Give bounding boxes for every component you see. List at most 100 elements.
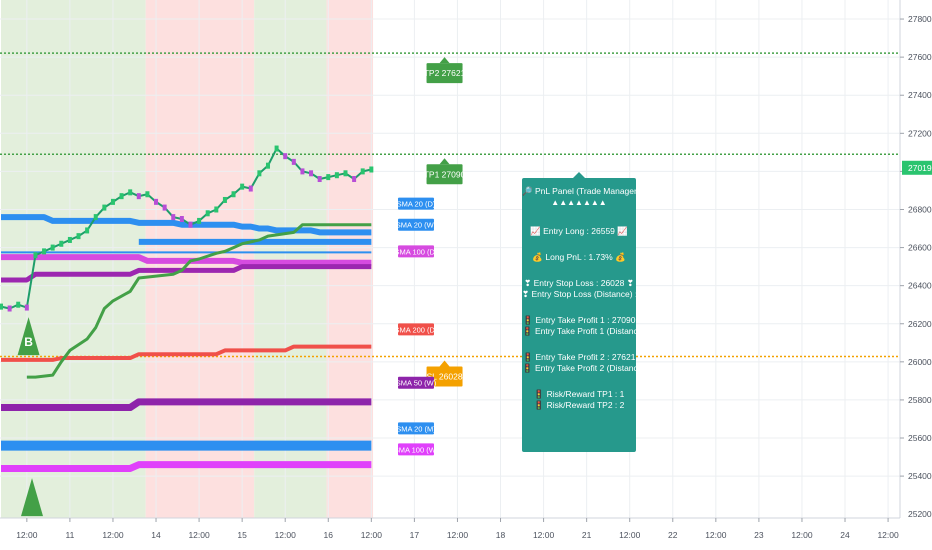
price-candle xyxy=(145,191,150,198)
pnl-decor: ▲▲▲▲▲▲▲ xyxy=(551,198,607,207)
price-candle xyxy=(300,168,305,175)
price-candle xyxy=(222,196,227,203)
buy-marker-1 xyxy=(21,478,44,517)
session-band-3 xyxy=(326,0,374,518)
x-tick-label: 18 xyxy=(496,530,506,540)
y-tick-label: 26200 xyxy=(908,319,932,329)
x-tick-label: 12:00 xyxy=(16,530,38,540)
price-candle xyxy=(50,244,55,251)
sma-label-text: SMA 200 (D) xyxy=(395,325,438,334)
price-candle xyxy=(352,176,357,183)
sma-line-5 xyxy=(1,344,372,362)
x-axis: 12:00 11 12:00 14 12:00 15 12:00 16 12:00 17 12:00… xyxy=(0,517,900,540)
sma-line-3 xyxy=(1,264,372,283)
y-tick-label: 25600 xyxy=(908,433,932,443)
price-candle xyxy=(136,193,141,200)
price-candle xyxy=(102,204,107,211)
sma-label-box xyxy=(398,376,434,389)
price-candle xyxy=(154,198,159,205)
x-tick-label: 12:00 xyxy=(877,530,899,540)
sma-line-8 xyxy=(1,461,372,472)
price-candle xyxy=(0,303,3,310)
sma-label-text: SMA 100 (W) xyxy=(394,445,439,454)
pnl-tp1: 🚦 Entry Take Profit 1 : 27090 xyxy=(522,315,636,325)
y-tick-label-partial: 25200 xyxy=(908,509,932,519)
sma-labels: SMA 20 (D) SMA 20 (W) SMA 100 (D) SMA 200 (… xyxy=(394,197,439,456)
price-candle xyxy=(162,204,167,211)
price-candle xyxy=(93,214,98,221)
price-candle xyxy=(343,170,348,177)
x-tick-label: 12:00 xyxy=(705,530,727,540)
price-candle xyxy=(171,214,176,221)
tp2-label-pointer xyxy=(439,57,450,64)
price-candle xyxy=(265,162,270,169)
x-tick-label: 23 xyxy=(754,530,764,540)
x-tick-label: 11 xyxy=(65,530,74,540)
tp2-label-text: TP2 27621 xyxy=(424,68,466,78)
sma-label-text: SMA 20 (D) xyxy=(397,200,436,209)
sma-lines xyxy=(1,214,372,472)
buy-marker-0 xyxy=(17,317,40,356)
y-tick-label: 25800 xyxy=(908,395,932,405)
price-candle xyxy=(214,206,219,213)
price-candle xyxy=(24,304,29,311)
price-candle xyxy=(274,145,279,152)
x-tick-label: 22 xyxy=(668,530,678,540)
x-tick-label: 24 xyxy=(840,530,850,540)
y-tick-label: 27200 xyxy=(908,128,932,138)
current-price-label: 27019 xyxy=(908,163,932,173)
pnl-tp1-distance: 🚦 Entry Take Profit 1 (Distance): 531 xyxy=(522,326,636,336)
sma-label-box xyxy=(398,197,434,210)
pnl-panel-pointer xyxy=(573,172,585,178)
price-candle xyxy=(240,183,245,190)
tp1-label-text: TP1 27090 xyxy=(424,169,466,179)
price-candle xyxy=(42,248,47,255)
price-candle xyxy=(179,216,184,223)
x-tick-label: 12:00 xyxy=(533,530,555,540)
sma-label-box xyxy=(398,323,434,336)
y-tick-label: 27400 xyxy=(908,90,932,100)
price-series xyxy=(0,145,374,312)
price-candle xyxy=(188,221,193,228)
sma-label-box xyxy=(398,218,434,231)
x-tick-label: 12:00 xyxy=(275,530,297,540)
x-tick-label: 12:00 xyxy=(791,530,813,540)
price-candle xyxy=(119,193,124,200)
price-candle xyxy=(59,240,64,247)
price-candle xyxy=(334,172,339,179)
pnl-entry-long: 📈 Entry Long : 26559 📈 xyxy=(530,226,628,236)
x-tick-label: 21 xyxy=(582,530,592,540)
price-candle xyxy=(360,168,365,175)
price-candle xyxy=(317,176,322,183)
price-candle xyxy=(205,210,210,217)
pnl-stop-loss: ❣ Entry Stop Loss : 26028 ❣ xyxy=(524,278,634,288)
y-tick-label: 26400 xyxy=(908,281,932,291)
sl-label-box xyxy=(426,366,463,387)
tp1-label-box xyxy=(426,164,463,185)
buy-marker-label: B xyxy=(24,335,33,349)
price-candle xyxy=(326,174,331,181)
sma-line-9 xyxy=(26,223,372,379)
x-tick-label: 12:00 xyxy=(619,530,641,540)
current-price-tag xyxy=(902,160,932,175)
y-tick-label: 25400 xyxy=(908,471,932,481)
price-candle xyxy=(128,189,133,196)
x-tick-label: 14 xyxy=(151,530,161,540)
pnl-long-pnl: 💰 Long PnL : 1.73% 💰 xyxy=(532,252,626,262)
price-candle xyxy=(76,233,81,240)
pnl-rr2: 🚦 Risk/Reward TP2 : 2 xyxy=(533,400,625,410)
price-candle xyxy=(7,305,12,312)
sma-line-6 xyxy=(1,398,372,412)
pnl-tp2: 🚦 Entry Take Profit 2 : 27621 xyxy=(522,352,636,362)
tp1-label-pointer xyxy=(439,158,450,165)
pnl-panel: 🔎 PnL Panel (Trade Manager) 🔎 ▲▲▲▲▲▲▲ 📈 … xyxy=(522,178,636,452)
sma-label-text: SMA 50 (W) xyxy=(396,379,437,388)
sma-label-box xyxy=(398,245,434,258)
sma-label-box xyxy=(398,422,434,435)
price-candle xyxy=(110,198,115,205)
x-tick-label: 17 xyxy=(410,530,420,540)
y-tick-label: 26600 xyxy=(908,243,932,253)
sma-label-text: SMA 100 (D) xyxy=(395,247,438,256)
